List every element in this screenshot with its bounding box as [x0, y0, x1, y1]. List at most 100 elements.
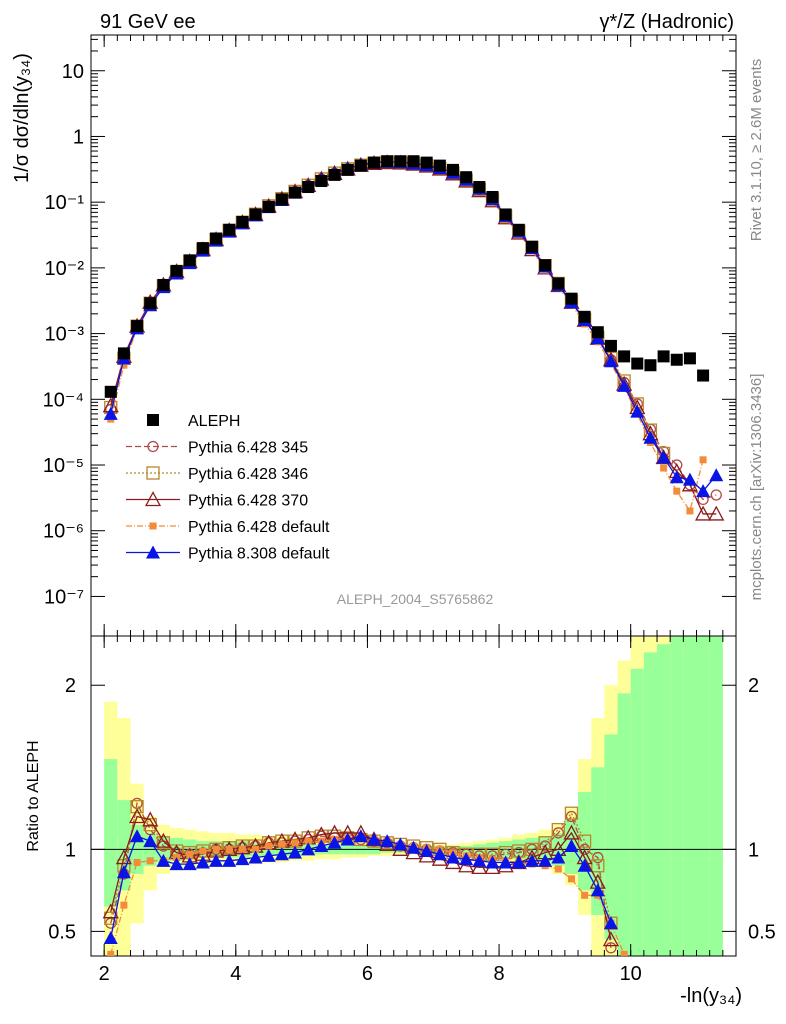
- band-green: [117, 800, 131, 891]
- marker-point: [235, 852, 250, 866]
- band-green: [696, 636, 710, 956]
- x-tick-label: 6: [362, 963, 373, 985]
- marker-point: [419, 843, 434, 857]
- marker-point: [695, 505, 712, 521]
- aleph-point: [170, 264, 183, 277]
- marker-point: [222, 853, 237, 867]
- aleph-point: [368, 156, 381, 169]
- aleph-point: [210, 232, 223, 245]
- ratio-y-tick-label-right: 2: [748, 675, 759, 697]
- aleph-point: [262, 200, 275, 213]
- marker-point: [130, 800, 144, 814]
- marker-point: [620, 950, 628, 956]
- marker-point: [673, 487, 681, 495]
- marker-point: [472, 853, 487, 867]
- rivet-side-label: Rivet 3.1.10, ≥ 2.6M events: [748, 59, 765, 242]
- title-left: 91 GeV ee: [100, 11, 196, 33]
- marker-point: [103, 930, 118, 944]
- band-green: [670, 636, 684, 956]
- aleph-point: [223, 223, 236, 236]
- legend-label: Pythia 6.428 370: [188, 493, 308, 510]
- marker-point: [554, 865, 562, 873]
- marker-point: [146, 857, 154, 865]
- aleph-point: [525, 240, 538, 253]
- band-green: [657, 644, 671, 956]
- marker-point: [524, 853, 539, 867]
- aleph-point: [131, 320, 144, 333]
- x-tick-label: 10: [620, 963, 642, 985]
- axis-ticks: 2 4 6 8 10 10⁻⁷ 10⁻⁶ 10⁻⁵ 10⁻⁴ 10⁻³ 10⁻² 10⁻¹ 1 10 0.5…: [43, 35, 776, 985]
- marker-point: [327, 835, 342, 849]
- aleph-point: [104, 385, 117, 398]
- marker-point: [630, 404, 645, 418]
- marker-point: [169, 857, 184, 871]
- marker-point: [602, 931, 620, 947]
- marker-point: [156, 853, 171, 867]
- marker-point: [563, 824, 580, 840]
- marker-point: [682, 472, 697, 486]
- aleph-point: [670, 353, 683, 366]
- aleph-point: [552, 277, 565, 290]
- marker-point: [120, 901, 128, 909]
- marker-point: [603, 916, 618, 930]
- band-green: [709, 636, 723, 956]
- aleph-point: [644, 359, 657, 372]
- aleph-point: [275, 193, 288, 206]
- aleph-point: [473, 181, 486, 194]
- marker-point: [603, 354, 618, 368]
- aleph-point: [578, 310, 591, 323]
- aleph-point: [433, 159, 446, 172]
- legend-entry: Pythia 6.428 default: [126, 519, 330, 536]
- marker-point: [380, 834, 395, 848]
- marker-point: [278, 840, 286, 848]
- marker-point: [551, 850, 566, 864]
- marker-point: [567, 875, 575, 883]
- marker-point: [212, 845, 220, 853]
- marker-point: [261, 848, 276, 862]
- marker-point: [115, 849, 132, 865]
- marker-point: [209, 853, 224, 867]
- marker-point: [103, 406, 118, 420]
- ratio-series-group: [102, 797, 628, 956]
- marker-point: [142, 811, 159, 827]
- aleph-point: [196, 242, 209, 255]
- marker-point: [147, 414, 159, 426]
- ratio-y-tick-label: 1: [65, 839, 76, 861]
- marker-point: [155, 832, 172, 848]
- legend-entry: Pythia 6.428 345: [126, 440, 308, 457]
- series-pythia-6-428-345: [105, 797, 617, 954]
- marker-point: [146, 466, 160, 480]
- marker-point: [577, 858, 592, 872]
- marker-point: [581, 891, 589, 899]
- aleph-point: [407, 155, 420, 168]
- marker-point: [406, 840, 421, 854]
- aleph-point: [117, 347, 130, 360]
- aleph-point: [683, 352, 696, 365]
- marker-point: [471, 859, 488, 875]
- legend-entry: Pythia 6.428 346: [126, 466, 308, 483]
- y-tick-label: 10⁻¹: [45, 192, 85, 214]
- band-green: [604, 734, 618, 940]
- aleph-point: [697, 369, 710, 382]
- marker-point: [144, 491, 162, 507]
- ratio-y-tick-label-right: 1: [748, 839, 759, 861]
- marker-point: [195, 855, 210, 869]
- y-tick-label: 10⁻²: [45, 258, 85, 280]
- marker-point: [552, 827, 564, 839]
- marker-point: [130, 829, 145, 843]
- marker-point: [511, 855, 526, 869]
- y-tick-label: 10⁻⁴: [43, 389, 84, 411]
- marker-point: [708, 505, 725, 521]
- aleph-point: [157, 278, 170, 291]
- marker-point: [564, 806, 579, 820]
- marker-point: [149, 522, 157, 530]
- y-tick-label: 1: [73, 126, 84, 148]
- marker-point: [128, 808, 146, 824]
- aleph-point: [249, 208, 262, 221]
- marker-point: [186, 850, 194, 858]
- band-green: [643, 652, 658, 956]
- aleph-point: [604, 339, 617, 352]
- marker-point: [699, 456, 707, 464]
- marker-point: [225, 845, 233, 853]
- marker-point: [120, 361, 128, 369]
